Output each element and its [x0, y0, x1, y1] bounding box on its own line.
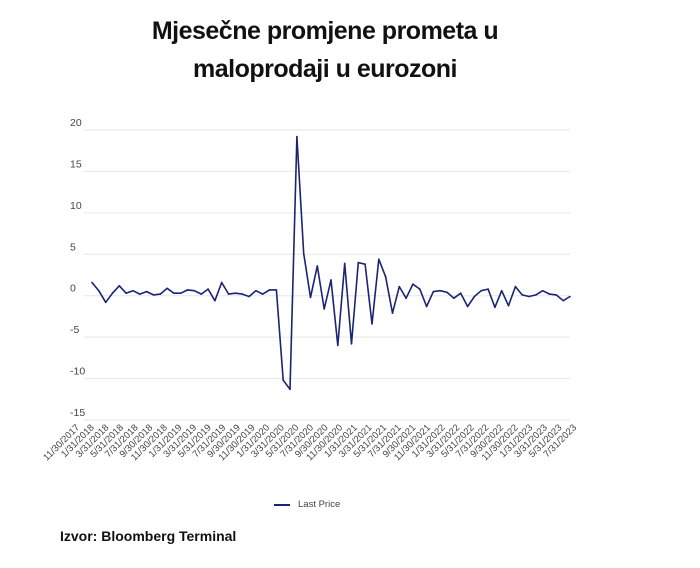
data-point	[241, 293, 244, 295]
data-point	[268, 289, 271, 291]
data-point	[111, 292, 114, 295]
data-point	[500, 289, 503, 292]
data-point	[104, 301, 107, 304]
data-point	[391, 312, 394, 314]
data-point	[453, 297, 455, 300]
source-note: Izvor: Bloomberg Terminal	[60, 528, 237, 544]
chart-title-line-1: Mjesečne promjene prometa u	[151, 17, 499, 45]
gridlines	[84, 129, 570, 421]
data-point	[548, 293, 551, 295]
data-point	[166, 287, 168, 290]
y-tick-label: -15	[70, 407, 85, 419]
data-point	[125, 292, 127, 295]
legend-swatch	[274, 503, 290, 506]
data-point	[494, 306, 496, 309]
data-point	[159, 293, 162, 295]
data-point	[459, 292, 462, 295]
y-tick-label: 5	[70, 241, 76, 253]
data-point	[473, 295, 476, 298]
data-point	[466, 305, 469, 308]
y-tick-label: 20	[70, 117, 82, 129]
y-tick-label: 0	[70, 283, 76, 295]
data-point	[296, 135, 298, 138]
data-point	[384, 275, 387, 278]
data-point	[405, 297, 407, 300]
data-point	[439, 289, 442, 292]
data-point	[371, 323, 373, 325]
data-point	[289, 388, 291, 391]
data-point	[200, 293, 203, 295]
chart-title-line-2: maloprodaji u eurozoni	[192, 55, 458, 83]
data-point	[562, 299, 564, 302]
data-point	[569, 295, 571, 298]
data-point	[357, 261, 360, 264]
data-point	[261, 293, 264, 295]
data-point	[514, 285, 517, 288]
data-point	[480, 289, 483, 292]
data-point	[255, 289, 257, 292]
data-point	[91, 281, 93, 284]
data-point	[418, 288, 421, 290]
data-point	[555, 294, 558, 296]
data-point	[541, 289, 544, 292]
data-point	[364, 263, 366, 266]
data-point	[412, 283, 414, 285]
data-point	[275, 289, 278, 291]
data-point	[350, 342, 353, 345]
y-axis-ticks: 20 15 10 5 0 -5 -10 -15	[70, 117, 85, 419]
data-point	[309, 296, 312, 299]
y-tick-label: -10	[70, 366, 85, 378]
data-point	[145, 290, 148, 293]
data-point	[507, 304, 510, 307]
data-point	[227, 293, 230, 295]
data-point	[432, 290, 435, 293]
series-line-last-price	[91, 135, 571, 391]
data-point	[173, 292, 175, 295]
y-tick-label: 10	[70, 200, 82, 212]
data-point	[132, 289, 134, 292]
data-point	[282, 379, 285, 382]
data-point	[528, 295, 530, 298]
data-point	[521, 294, 523, 296]
data-point	[378, 258, 380, 261]
legend-label: Last Price	[298, 499, 341, 510]
data-point	[323, 308, 325, 310]
y-tick-label: -5	[70, 324, 79, 336]
data-point	[207, 288, 209, 290]
data-point	[179, 292, 182, 295]
data-point	[118, 284, 121, 287]
data-point	[139, 293, 141, 295]
data-point	[234, 292, 237, 295]
data-point	[220, 281, 223, 284]
data-point	[425, 305, 428, 308]
data-point	[193, 289, 196, 292]
data-point	[316, 265, 319, 267]
data-point	[248, 295, 250, 298]
data-point	[535, 294, 537, 296]
line-chart: 20 15 10 5 0 -5 -10 -15 11/30/20171/31/20183/31…	[41, 117, 579, 463]
data-point	[343, 262, 346, 265]
y-tick-label: 15	[70, 158, 82, 170]
x-axis-ticks: 11/30/20171/31/20183/31/20185/31/20187/3…	[41, 422, 579, 463]
data-point	[302, 252, 305, 255]
data-point	[152, 294, 155, 296]
legend: Last Price	[274, 499, 340, 510]
data-point	[186, 289, 189, 291]
chart-title: Mjesečne promjene prometa u maloprodaji …	[0, 12, 650, 88]
data-point	[446, 291, 448, 294]
data-point	[98, 289, 100, 292]
data-point	[330, 279, 332, 281]
data-point	[337, 344, 339, 347]
series-layer	[91, 135, 571, 391]
data-point	[214, 299, 216, 302]
data-point	[398, 285, 401, 288]
data-point	[487, 288, 489, 290]
